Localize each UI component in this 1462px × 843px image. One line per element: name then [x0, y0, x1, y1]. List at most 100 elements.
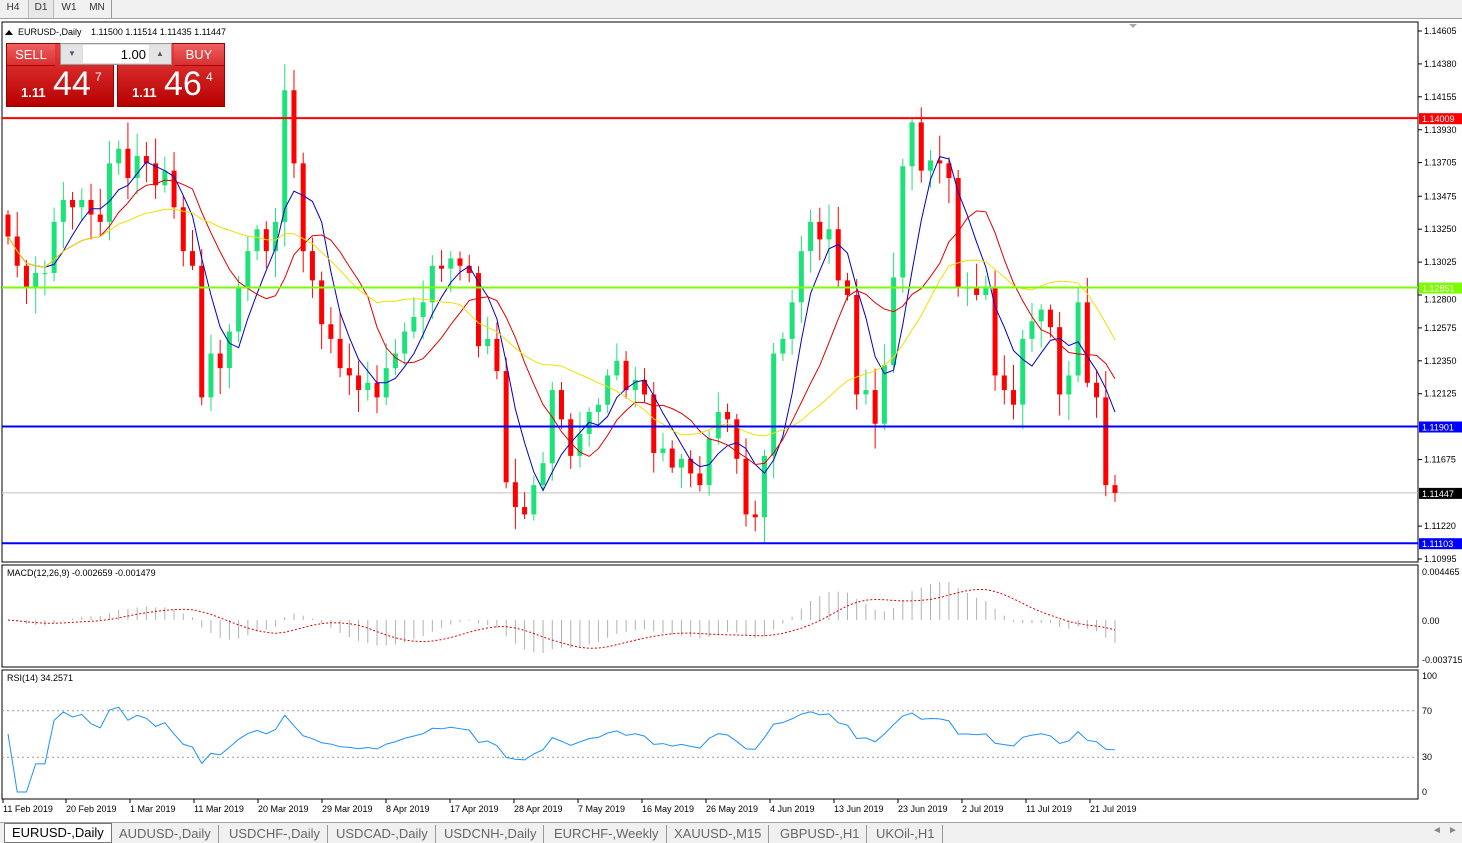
price-tick-label: 1.12800	[1424, 295, 1457, 305]
shift-marker-icon	[1129, 24, 1137, 28]
current-price-tag	[1419, 487, 1462, 499]
timeframe-h4[interactable]: H4	[6, 2, 20, 13]
candle-body	[143, 156, 149, 164]
price-tick-label: 1.13025	[1424, 257, 1457, 267]
buy-price-sup: 4	[206, 70, 213, 84]
ma-mid-line	[7, 179, 1116, 466]
candle-body	[780, 338, 786, 354]
candle-body	[715, 412, 721, 439]
candle-body	[559, 390, 564, 420]
date-tick-label: 4 Jun 2019	[770, 804, 815, 814]
price-tick-label: 1.12575	[1424, 323, 1457, 333]
price-tick-label: 1.13930	[1424, 125, 1457, 135]
macd-pane	[1, 564, 1419, 668]
candle-body	[808, 221, 814, 252]
candle-body	[300, 163, 306, 252]
candle-body	[983, 287, 989, 295]
timeframe-mn[interactable]: MN	[89, 2, 105, 13]
rsi-line	[7, 706, 1116, 793]
candle-body	[402, 331, 408, 354]
level-price-label: 1.14009	[1422, 114, 1455, 124]
candle-body	[171, 170, 177, 208]
candle-body	[605, 375, 611, 405]
date-tick-label: 20 Feb 2019	[66, 804, 117, 814]
candle-body	[346, 368, 352, 376]
chart-tab[interactable]: USDCHF-,Daily	[222, 825, 328, 843]
candle-body	[955, 177, 961, 288]
date-tick-label: 26 May 2019	[706, 804, 758, 814]
price-tick-label: 1.13250	[1424, 224, 1457, 234]
candle-body	[734, 419, 740, 459]
chart-tab[interactable]: XAUUSD-,M15	[667, 825, 770, 843]
candle-body	[771, 353, 777, 456]
price-tick-label: 1.11675	[1424, 455, 1456, 465]
sell-price-big: 44	[53, 65, 91, 103]
candle-body	[51, 221, 57, 274]
date-tick-label: 11 Feb 2019	[3, 804, 53, 814]
candle-body	[365, 382, 371, 391]
chart-tab[interactable]: EURUSD-,Daily	[4, 823, 112, 843]
date-tick-label: 8 Apr 2019	[386, 804, 430, 814]
chart-tab[interactable]: USDCAD-,Daily	[329, 825, 436, 843]
candle-body	[697, 473, 703, 486]
candle-body	[60, 199, 66, 222]
candle-body	[328, 324, 334, 339]
date-tick-label: 11 Mar 2019	[194, 804, 244, 814]
candle-body	[900, 166, 906, 278]
date-tick-label: 17 Apr 2019	[450, 804, 499, 814]
candle-body	[23, 265, 29, 288]
rsi-tick-label: 0	[1422, 787, 1427, 797]
candle-body	[614, 360, 620, 376]
toolbar-divider	[111, 0, 112, 18]
rsi-tick-label: 70	[1422, 706, 1432, 716]
candle-body	[162, 170, 168, 186]
buy-price-big: 46	[164, 65, 202, 103]
price-tick-label: 1.11220	[1424, 521, 1456, 531]
price-chart[interactable]: 1.14605 1.14380 1.14155 1.13930 1.13705 1.134…	[0, 19, 1462, 822]
candle-body	[992, 287, 998, 376]
candle-body	[411, 316, 417, 332]
candle-body	[743, 458, 749, 515]
candle-body	[678, 458, 684, 468]
candle-body	[199, 265, 205, 398]
candle-body	[512, 482, 518, 508]
price-tick-label: 1.14380	[1424, 59, 1457, 69]
macd-label: MACD(12,26,9) -0.002659 -0.001479	[7, 568, 156, 578]
rsi-tick-label: 100	[1422, 671, 1437, 681]
lot-decrease-button[interactable]: ▼	[62, 45, 82, 63]
chart-tab[interactable]: GBPUSD-,H1	[773, 825, 868, 843]
chart-tab[interactable]: EURCHF-,Weekly	[547, 825, 667, 843]
candle-body	[254, 229, 260, 252]
candle-body	[918, 122, 924, 171]
chart-tabs: EURUSD-,Daily AUDUSD-,Daily USDCHF-,Daily U…	[0, 822, 1462, 843]
candle-body	[429, 265, 435, 303]
candle-body	[789, 302, 795, 339]
candle-body	[1047, 309, 1053, 328]
candle-body	[761, 455, 767, 518]
lot-size-input[interactable]	[83, 45, 149, 63]
candle-body	[752, 514, 758, 518]
level-price-label: 1.12851	[1422, 284, 1455, 294]
price-tick-label: 1.13475	[1424, 191, 1457, 201]
candle-body	[568, 419, 574, 456]
chart-tab[interactable]: USDCNH-,Daily	[437, 825, 545, 843]
level-price-tag	[1419, 421, 1462, 433]
timeframe-d1[interactable]: D1	[28, 0, 54, 18]
candle-body	[1112, 485, 1118, 493]
candle-body	[392, 353, 398, 369]
macd-tick-label: 0.004465	[1422, 567, 1460, 577]
date-tick-label: 1 Mar 2019	[130, 804, 176, 814]
candle-body	[1057, 327, 1063, 395]
candle-body	[1103, 397, 1109, 486]
timeframe-w1[interactable]: W1	[61, 2, 77, 13]
lot-increase-button[interactable]: ▲	[150, 45, 170, 63]
scroll-left-icon[interactable]: ◄	[1432, 825, 1442, 836]
candle-body	[937, 160, 943, 164]
chart-tab[interactable]: AUDUSD-,Daily	[112, 825, 219, 843]
chart-tab[interactable]: UKOil-,H1	[869, 825, 943, 843]
level-price-tag	[1419, 282, 1462, 294]
candle-body	[153, 163, 159, 186]
candle-body	[835, 229, 841, 281]
scroll-right-icon[interactable]: ►	[1448, 825, 1458, 836]
candle-body	[623, 360, 629, 391]
